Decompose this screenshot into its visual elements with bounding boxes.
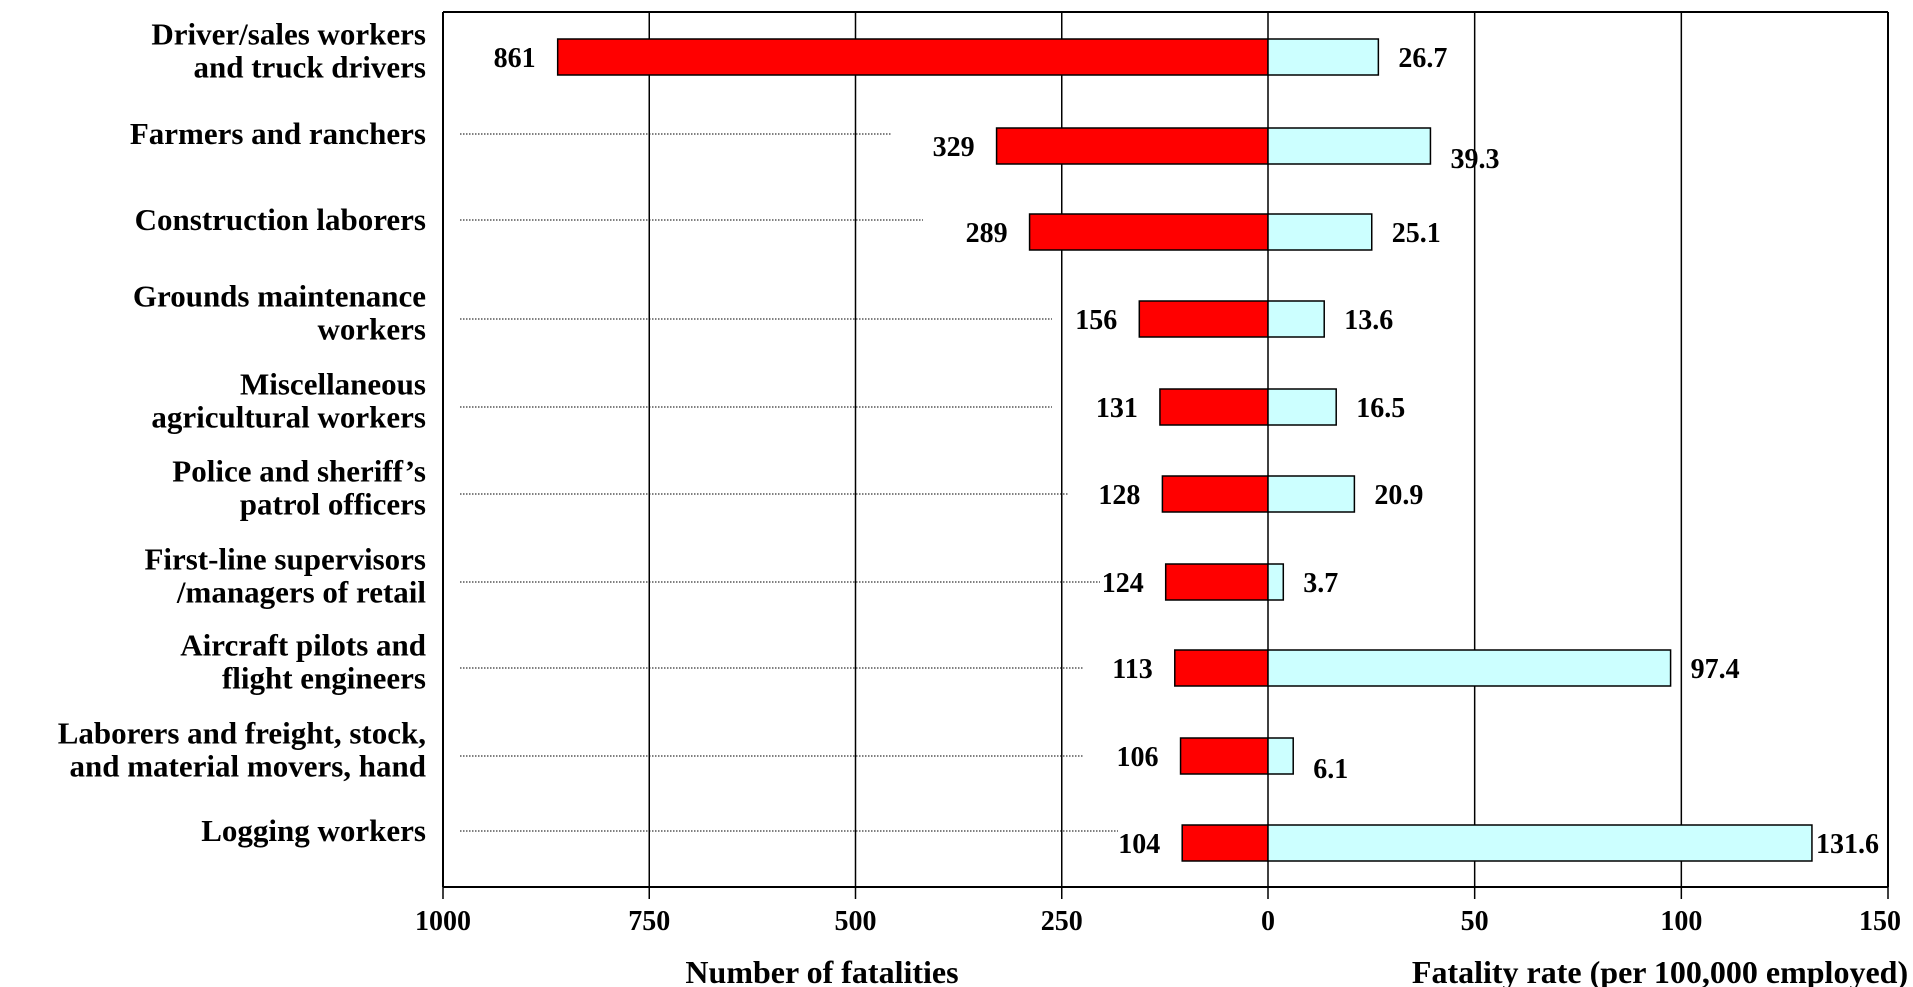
fatality-bar [995, 127, 1269, 165]
right-tick-label: 50 [1461, 906, 1489, 937]
category-label: workers [318, 312, 426, 347]
rate-value-label: 3.7 [1303, 568, 1338, 599]
rate-bar [1267, 824, 1813, 862]
fatality-value-label: 128 [1098, 480, 1140, 511]
category-label: Grounds maintenance [133, 279, 426, 314]
right-axis-label: Fatality rate (per 100,000 employed) [1412, 954, 1908, 987]
fatality-bar [556, 38, 1269, 76]
rate-value-label: 25.1 [1392, 218, 1441, 249]
right-tick-label: 150 [1859, 906, 1901, 937]
rate-bar [1267, 213, 1373, 251]
category-label: Police and sheriff’s [172, 454, 426, 489]
fatality-bar [1174, 649, 1269, 687]
rate-bar [1267, 38, 1380, 76]
value-labels: 861 26.7 329 39.3 289 25.1 156 13.6 131 16.5 128 20… [494, 43, 1879, 860]
fatality-value-label: 131 [1096, 393, 1138, 424]
category-label: First-line supervisors [144, 542, 426, 577]
fatality-bar [1164, 563, 1269, 601]
tick-labels: 1000 750 500 250 0 50 100 150 [415, 887, 1901, 937]
fatality-value-label: 329 [933, 132, 975, 163]
rate-bar [1267, 649, 1672, 687]
rate-value-label: 131.6 [1816, 829, 1879, 860]
plot-frame [442, 11, 1889, 888]
category-label: and truck drivers [194, 50, 427, 85]
rate-value-label: 39.3 [1450, 144, 1499, 175]
fatality-value-label: 124 [1102, 568, 1144, 599]
category-label: Farmers and ranchers [130, 116, 426, 151]
category-label: Driver/sales workers [151, 17, 426, 52]
rate-value-label: 6.1 [1313, 754, 1348, 785]
rate-bar [1267, 127, 1432, 165]
rate-value-label: 20.9 [1374, 480, 1423, 511]
category-label: patrol officers [240, 487, 426, 522]
rate-value-label: 13.6 [1344, 305, 1393, 336]
leader-lines [460, 133, 1118, 832]
category-label: /managers of retail [176, 575, 426, 610]
category-label: agricultural workers [151, 400, 426, 435]
left-tick-label: 250 [1041, 906, 1083, 937]
category-label: Laborers and freight, stock, [58, 716, 426, 751]
rate-value-label: 16.5 [1356, 393, 1405, 424]
right-tick-label: 100 [1660, 906, 1702, 937]
rate-bar [1267, 737, 1294, 775]
fatality-bar [1138, 300, 1269, 338]
left-tick-label: 750 [628, 906, 670, 937]
fatality-value-label: 104 [1118, 829, 1160, 860]
fatality-bar [1028, 213, 1269, 251]
left-axis-label: Number of fatalities [685, 954, 958, 987]
category-label: flight engineers [222, 661, 426, 696]
left-tick-label: 1000 [415, 906, 471, 937]
fatality-value-label: 289 [966, 218, 1008, 249]
left-tick-label: 500 [835, 906, 877, 937]
fatality-bar [1179, 737, 1269, 775]
rate-bar [1267, 388, 1337, 426]
rate-bar [1267, 475, 1356, 513]
left-tick-label: 0 [1261, 906, 1275, 937]
fatality-bar [1159, 388, 1269, 426]
category-label: Miscellaneous [240, 367, 426, 402]
fatality-bar [1161, 475, 1269, 513]
fatality-value-label: 113 [1112, 654, 1152, 685]
category-label: and material movers, hand [70, 749, 427, 784]
rate-bar [1267, 300, 1325, 338]
rate-value-label: 26.7 [1398, 43, 1447, 74]
category-label: Construction laborers [135, 202, 426, 237]
fatality-value-label: 861 [494, 43, 536, 74]
category-label: Aircraft pilots and [180, 628, 426, 663]
fatality-value-label: 156 [1075, 305, 1117, 336]
category-label: Logging workers [201, 813, 426, 848]
fatality-value-label: 106 [1117, 742, 1159, 773]
bars [556, 38, 1813, 862]
rate-bar [1267, 563, 1285, 601]
fatality-bar [1181, 824, 1269, 862]
rate-value-label: 97.4 [1691, 654, 1740, 685]
